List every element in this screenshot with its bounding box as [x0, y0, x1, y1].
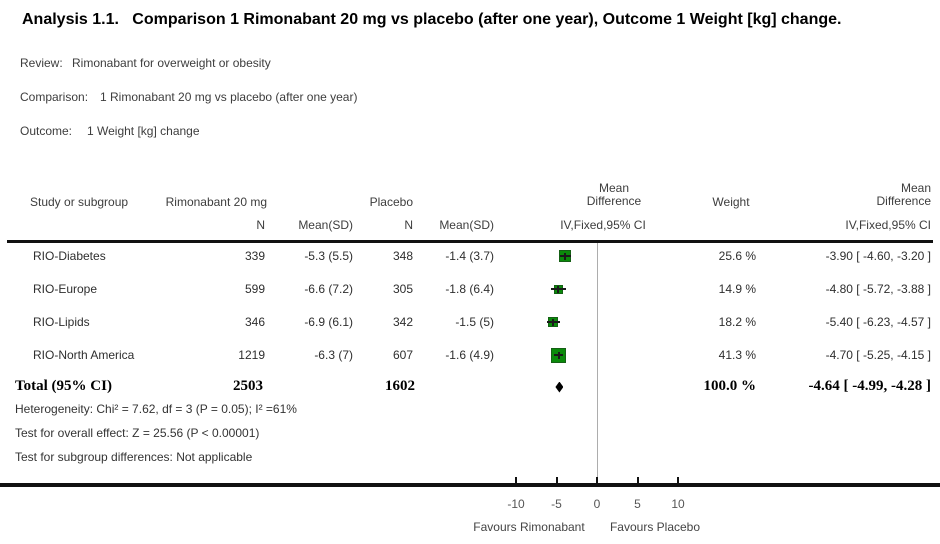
cell-t-n: 1219	[238, 348, 265, 362]
point-estimate-tick	[557, 352, 560, 359]
cell-ci-text: -4.70 [ -5.25, -4.15 ]	[825, 348, 931, 362]
cell-t-n: 346	[244, 315, 265, 329]
table-row: RIO-Europe 599 -6.6 (7.2) 305 -1.8 (6.4) 14.9…	[0, 281, 940, 297]
favours-left-label: Favours Rimonabant	[473, 520, 585, 534]
total-weight: 100.0 %	[703, 378, 757, 394]
cell-c-mean-sd: -1.6 (4.9)	[445, 348, 494, 362]
col-header-md-plot-line2: Difference	[586, 194, 642, 208]
col-header-control-group: Placebo	[369, 195, 413, 209]
total-diamond	[555, 381, 564, 393]
cell-ci-text: -3.90 [ -4.60, -3.20 ]	[825, 249, 931, 263]
cell-ci-text: -5.40 [ -6.23, -4.57 ]	[825, 315, 931, 329]
review-label: Review:	[20, 56, 63, 70]
point-estimate-tick	[564, 253, 567, 260]
overall-effect-note: Test for overall effect: Z = 25.56 (P < …	[15, 426, 260, 440]
comparison-label: Comparison:	[20, 90, 89, 104]
cell-t-mean-sd: -6.6 (7.2)	[304, 282, 353, 296]
cell-c-n: 342	[392, 315, 413, 329]
col-header-n-treatment: N	[256, 218, 265, 232]
outcome-label: Outcome:	[20, 124, 73, 138]
col-header-md-plot-line1: Mean	[598, 181, 630, 195]
zero-line	[596, 243, 598, 483]
col-header-meansd-treatment: Mean(SD)	[298, 218, 353, 232]
axis-tick-label: 10	[671, 497, 685, 511]
cell-t-n: 339	[244, 249, 265, 263]
study-name: RIO-Diabetes	[33, 249, 106, 263]
cell-c-n: 305	[392, 282, 413, 296]
table-row: RIO-North America 1219 -6.3 (7) 607 -1.6 (4.…	[0, 347, 940, 363]
header-divider-line	[7, 240, 933, 243]
outcome-value: 1 Weight [kg] change	[87, 124, 200, 138]
study-name: RIO-North America	[33, 348, 135, 362]
col-header-n-control: N	[404, 218, 413, 232]
favours-right-label: Favours Placebo	[609, 520, 701, 534]
cell-c-mean-sd: -1.8 (6.4)	[445, 282, 494, 296]
axis-tick-label: 5	[634, 497, 641, 511]
comparison-value: 1 Rimonabant 20 mg vs placebo (after one…	[100, 90, 358, 104]
cell-c-mean-sd: -1.5 (5)	[455, 315, 494, 329]
table-row: RIO-Diabetes 339 -5.3 (5.5) 348 -1.4 (3.7) 25…	[0, 248, 940, 264]
axis-tick-label: -10	[507, 497, 525, 511]
study-name: RIO-Europe	[33, 282, 98, 296]
col-header-meansd-control: Mean(SD)	[439, 218, 494, 232]
total-treatment-n: 2503	[233, 378, 263, 394]
cell-weight-text: 18.2 %	[718, 315, 756, 329]
axis-tick	[555, 477, 558, 483]
cell-t-mean-sd: -6.3 (7)	[314, 348, 353, 362]
point-estimate-tick	[552, 319, 555, 326]
axis-tick	[677, 477, 679, 483]
heterogeneity-note: Heterogeneity: Chi² = 7.62, df = 3 (P = …	[15, 402, 297, 416]
cell-t-mean-sd: -6.9 (6.1)	[304, 315, 353, 329]
cell-c-mean-sd: -1.4 (3.7)	[445, 249, 494, 263]
axis-tick	[515, 477, 517, 483]
axis-tick	[636, 477, 639, 483]
cell-c-n: 607	[392, 348, 413, 362]
table-row: RIO-Lipids 346 -6.9 (6.1) 342 -1.5 (5) 18.2 %…	[0, 314, 940, 330]
total-control-n: 1602	[385, 378, 415, 394]
total-ci-text: -4.64 [ -4.99, -4.28 ]	[808, 378, 931, 394]
col-header-ci-method-plot: IV,Fixed,95% CI	[560, 218, 646, 232]
col-header-md-text-line2: Difference	[876, 194, 931, 208]
point-estimate-tick	[557, 286, 560, 293]
col-header-md-text-line1: Mean	[900, 181, 931, 195]
cell-t-n: 599	[244, 282, 265, 296]
axis-tick-label: -5	[551, 497, 562, 511]
col-header-weight: Weight	[712, 195, 750, 209]
subgroup-note: Test for subgroup differences: Not appli…	[15, 450, 253, 464]
cell-c-n: 348	[392, 249, 413, 263]
axis-tick	[596, 477, 598, 483]
cell-ci-text: -4.80 [ -5.72, -3.88 ]	[825, 282, 931, 296]
x-axis-line	[0, 483, 940, 487]
cell-weight-text: 41.3 %	[718, 348, 756, 362]
cell-t-mean-sd: -5.3 (5.5)	[304, 249, 353, 263]
cell-weight-text: 25.6 %	[718, 249, 756, 263]
cell-weight-text: 14.9 %	[718, 282, 756, 296]
study-name: RIO-Lipids	[33, 315, 90, 329]
analysis-title: Analysis 1.1. Comparison 1 Rimonabant 20…	[22, 11, 842, 28]
col-header-treatment-group: Rimonabant 20 mg	[165, 195, 267, 209]
total-row-label: Total (95% CI)	[15, 378, 112, 394]
col-header-study: Study or subgroup	[30, 195, 129, 209]
axis-tick-label: 0	[593, 497, 601, 511]
col-header-ci-method-text: IV,Fixed,95% CI	[845, 218, 931, 232]
review-value: Rimonabant for overweight or obesity	[72, 56, 271, 70]
